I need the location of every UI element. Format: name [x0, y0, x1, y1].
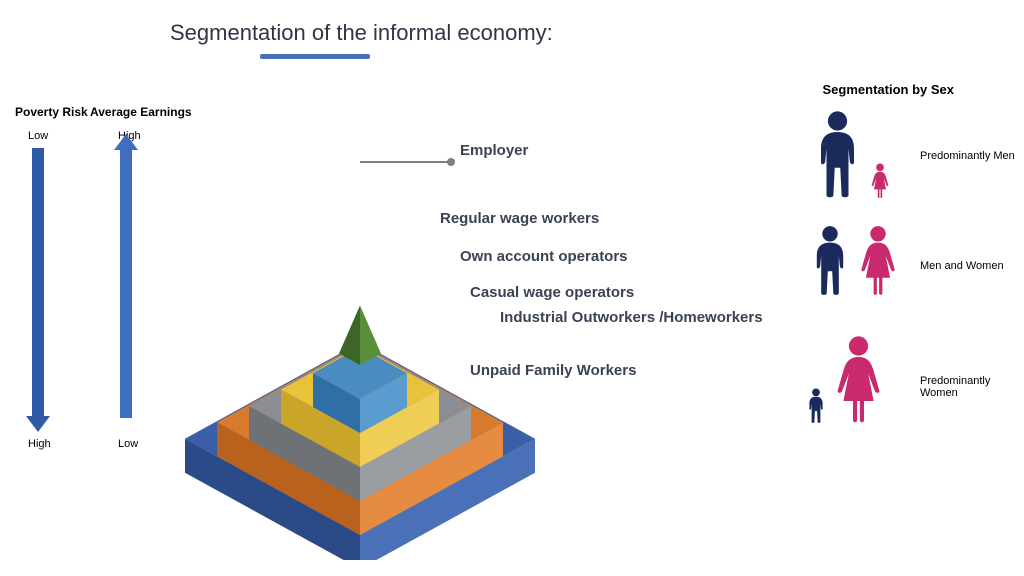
pyramid-label-casual: Casual wage operators — [470, 284, 634, 301]
woman-icon — [856, 225, 900, 300]
seg-label-both: Men and Women — [920, 260, 1004, 272]
poverty-risk-label: Poverty Risk — [15, 105, 88, 119]
icon-group-men — [810, 110, 891, 203]
earnings-bottom: Low — [118, 438, 138, 450]
pyramid-label-own: Own account operators — [460, 248, 628, 265]
pyramid-label-industrial: Industrial Outworkers /Homeworkers — [500, 310, 763, 327]
man-icon — [810, 110, 865, 203]
page-title: Segmentation of the informal economy: — [170, 20, 553, 46]
icon-group-women — [805, 335, 886, 428]
icon-group-both — [808, 225, 900, 300]
avg-earnings-label: Average Earnings — [90, 105, 192, 119]
leader-line — [360, 161, 450, 163]
man-icon — [808, 225, 852, 300]
pyramid-diagram — [170, 120, 550, 540]
woman-icon — [831, 335, 886, 428]
pyramid-label-regular: Regular wage workers — [440, 210, 599, 227]
segmentation-by-sex-title: Segmentation by Sex — [823, 82, 954, 97]
pyramid-label-unpaid: Unpaid Family Workers — [470, 362, 636, 379]
poverty-top: Low — [28, 130, 48, 142]
avg-earnings-arrow — [120, 148, 132, 418]
seg-label-men: Predominantly Men — [920, 150, 1015, 162]
woman-icon — [869, 163, 891, 203]
poverty-bottom: High — [28, 438, 51, 450]
poverty-risk-arrow — [32, 148, 44, 418]
man-icon — [805, 388, 827, 428]
title-underline — [260, 54, 370, 59]
pyramid-label-employer: Employer — [460, 142, 528, 159]
seg-label-women: Predominantly Women — [920, 375, 1024, 399]
